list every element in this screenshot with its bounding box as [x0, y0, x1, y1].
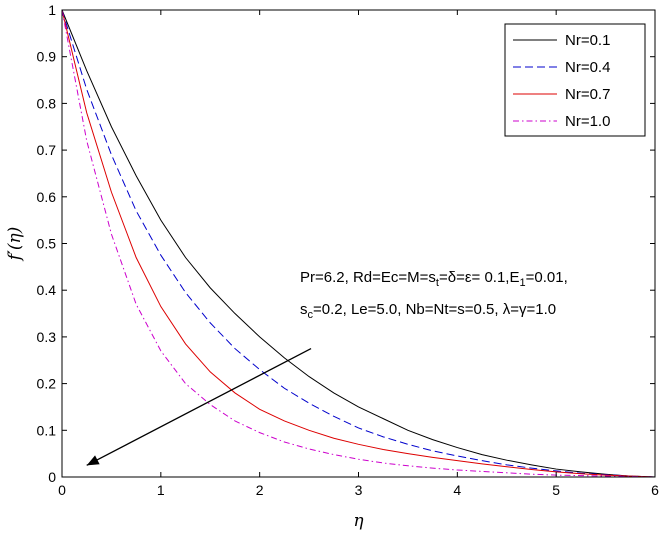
annotation-arrow-line [86, 347, 312, 466]
x-tick-label: 2 [256, 482, 264, 498]
y-tick-label: 0.5 [37, 236, 57, 252]
legend-box [504, 23, 646, 137]
legend-label-1: Nr=0.1 [565, 32, 610, 49]
y-tick-label: 0.1 [37, 422, 57, 438]
series-line-2 [61, 9, 656, 478]
legend-label-2: Nr=0.4 [565, 59, 610, 76]
series-line-3 [61, 9, 656, 478]
y-tick-label: 0.6 [37, 189, 57, 205]
y-tick-label: 0.9 [37, 49, 57, 65]
legend-label-4: Nr=1.0 [565, 113, 610, 130]
y-tick-label: 0.3 [37, 329, 57, 345]
x-axis-title: η [353, 511, 364, 531]
x-tick-label: 3 [355, 482, 363, 498]
annotation-line-1: Pr=6.2, Rd=Ec=M=st=δ=ε= 0.1,E1=0.01, [300, 269, 568, 289]
legend: Nr=0.1 Nr=0.4 Nr=0.7 Nr=1.0 [504, 23, 646, 137]
y-tick-label: 0.8 [37, 95, 57, 111]
y-tick-label: 0.2 [37, 376, 57, 392]
y-tick-label: 0.4 [37, 282, 57, 298]
y-tick-label: 0.7 [37, 142, 57, 158]
annotation: Pr=6.2, Rd=Ec=M=st=δ=ε= 0.1,E1=0.01, sc=0… [86, 269, 568, 466]
annotation-line-2: sc=0.2, Le=5.0, Nb=Nt=s=0.5, λ=γ=1.0 [300, 301, 556, 321]
y-tick-label: 1 [48, 2, 56, 18]
x-tick-label: 1 [157, 482, 165, 498]
x-tick-label: 0 [58, 482, 66, 498]
x-tick-label: 5 [552, 482, 560, 498]
y-axis-title: f′(η) [5, 227, 25, 263]
x-tick-label: 4 [453, 482, 461, 498]
axes: 0 1 2 3 4 5 6 0 0.1 0.2 0.3 0.4 0.5 0.6 0.7 0.8 0.9 1 η f′(… [5, 2, 659, 531]
legend-label-3: Nr=0.7 [565, 86, 610, 103]
annotation-arrow-head [86, 455, 100, 466]
x-tick-label: 6 [651, 482, 659, 498]
y-tick-label: 0 [48, 469, 56, 485]
series-line-1 [61, 9, 656, 478]
